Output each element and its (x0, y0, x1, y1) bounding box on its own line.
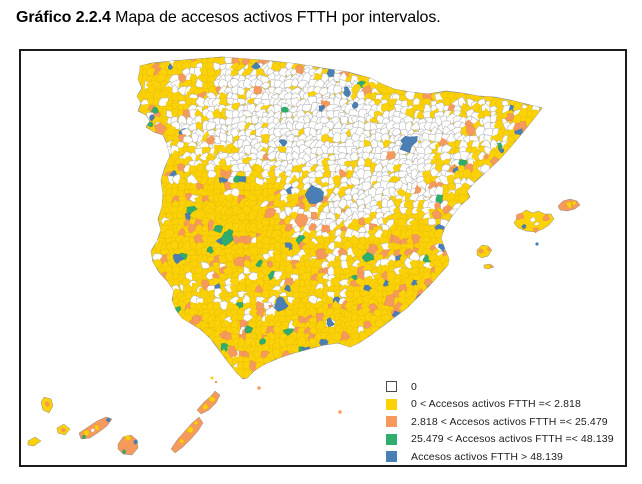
map-legend: 0 0 < Accesos activos FTTH =< 2.818 2.81… (386, 378, 614, 466)
legend-item-low: 0 < Accesos activos FTTH =< 2.818 (386, 396, 614, 414)
legend-item-mid: 2.818 < Accesos activos FTTH =< 25.479 (386, 413, 614, 431)
figure-caption-text: Mapa de accesos activos FTTH por interva… (110, 9, 441, 26)
legend-swatch-mid (386, 416, 397, 428)
islands (27, 198, 581, 456)
legend-item-high: 25.479 < Accesos activos FTTH =< 48.139 (386, 431, 614, 449)
legend-swatch-top (386, 451, 397, 463)
legend-label: 0 (411, 380, 417, 393)
municipality-mosaic (137, 57, 540, 379)
legend-label: 2.818 < Accesos activos FTTH =< 25.479 (411, 415, 608, 428)
legend-label: 0 < Accesos activos FTTH =< 2.818 (411, 398, 581, 411)
legend-item-top: Accesos activos FTTH > 48.139 (386, 448, 614, 466)
figure-caption-number: Gráfico 2.2.4 (16, 9, 111, 26)
legend-swatch-zero (386, 381, 397, 393)
figure-caption: Gráfico 2.2.4 Mapa de accesos activos FT… (16, 9, 441, 27)
legend-swatch-low (386, 398, 397, 410)
legend-item-zero: 0 (386, 378, 614, 396)
legend-label: Accesos activos FTTH > 48.139 (411, 450, 564, 463)
legend-swatch-high (386, 433, 397, 445)
legend-label: 25.479 < Accesos activos FTTH =< 48.139 (411, 433, 614, 446)
